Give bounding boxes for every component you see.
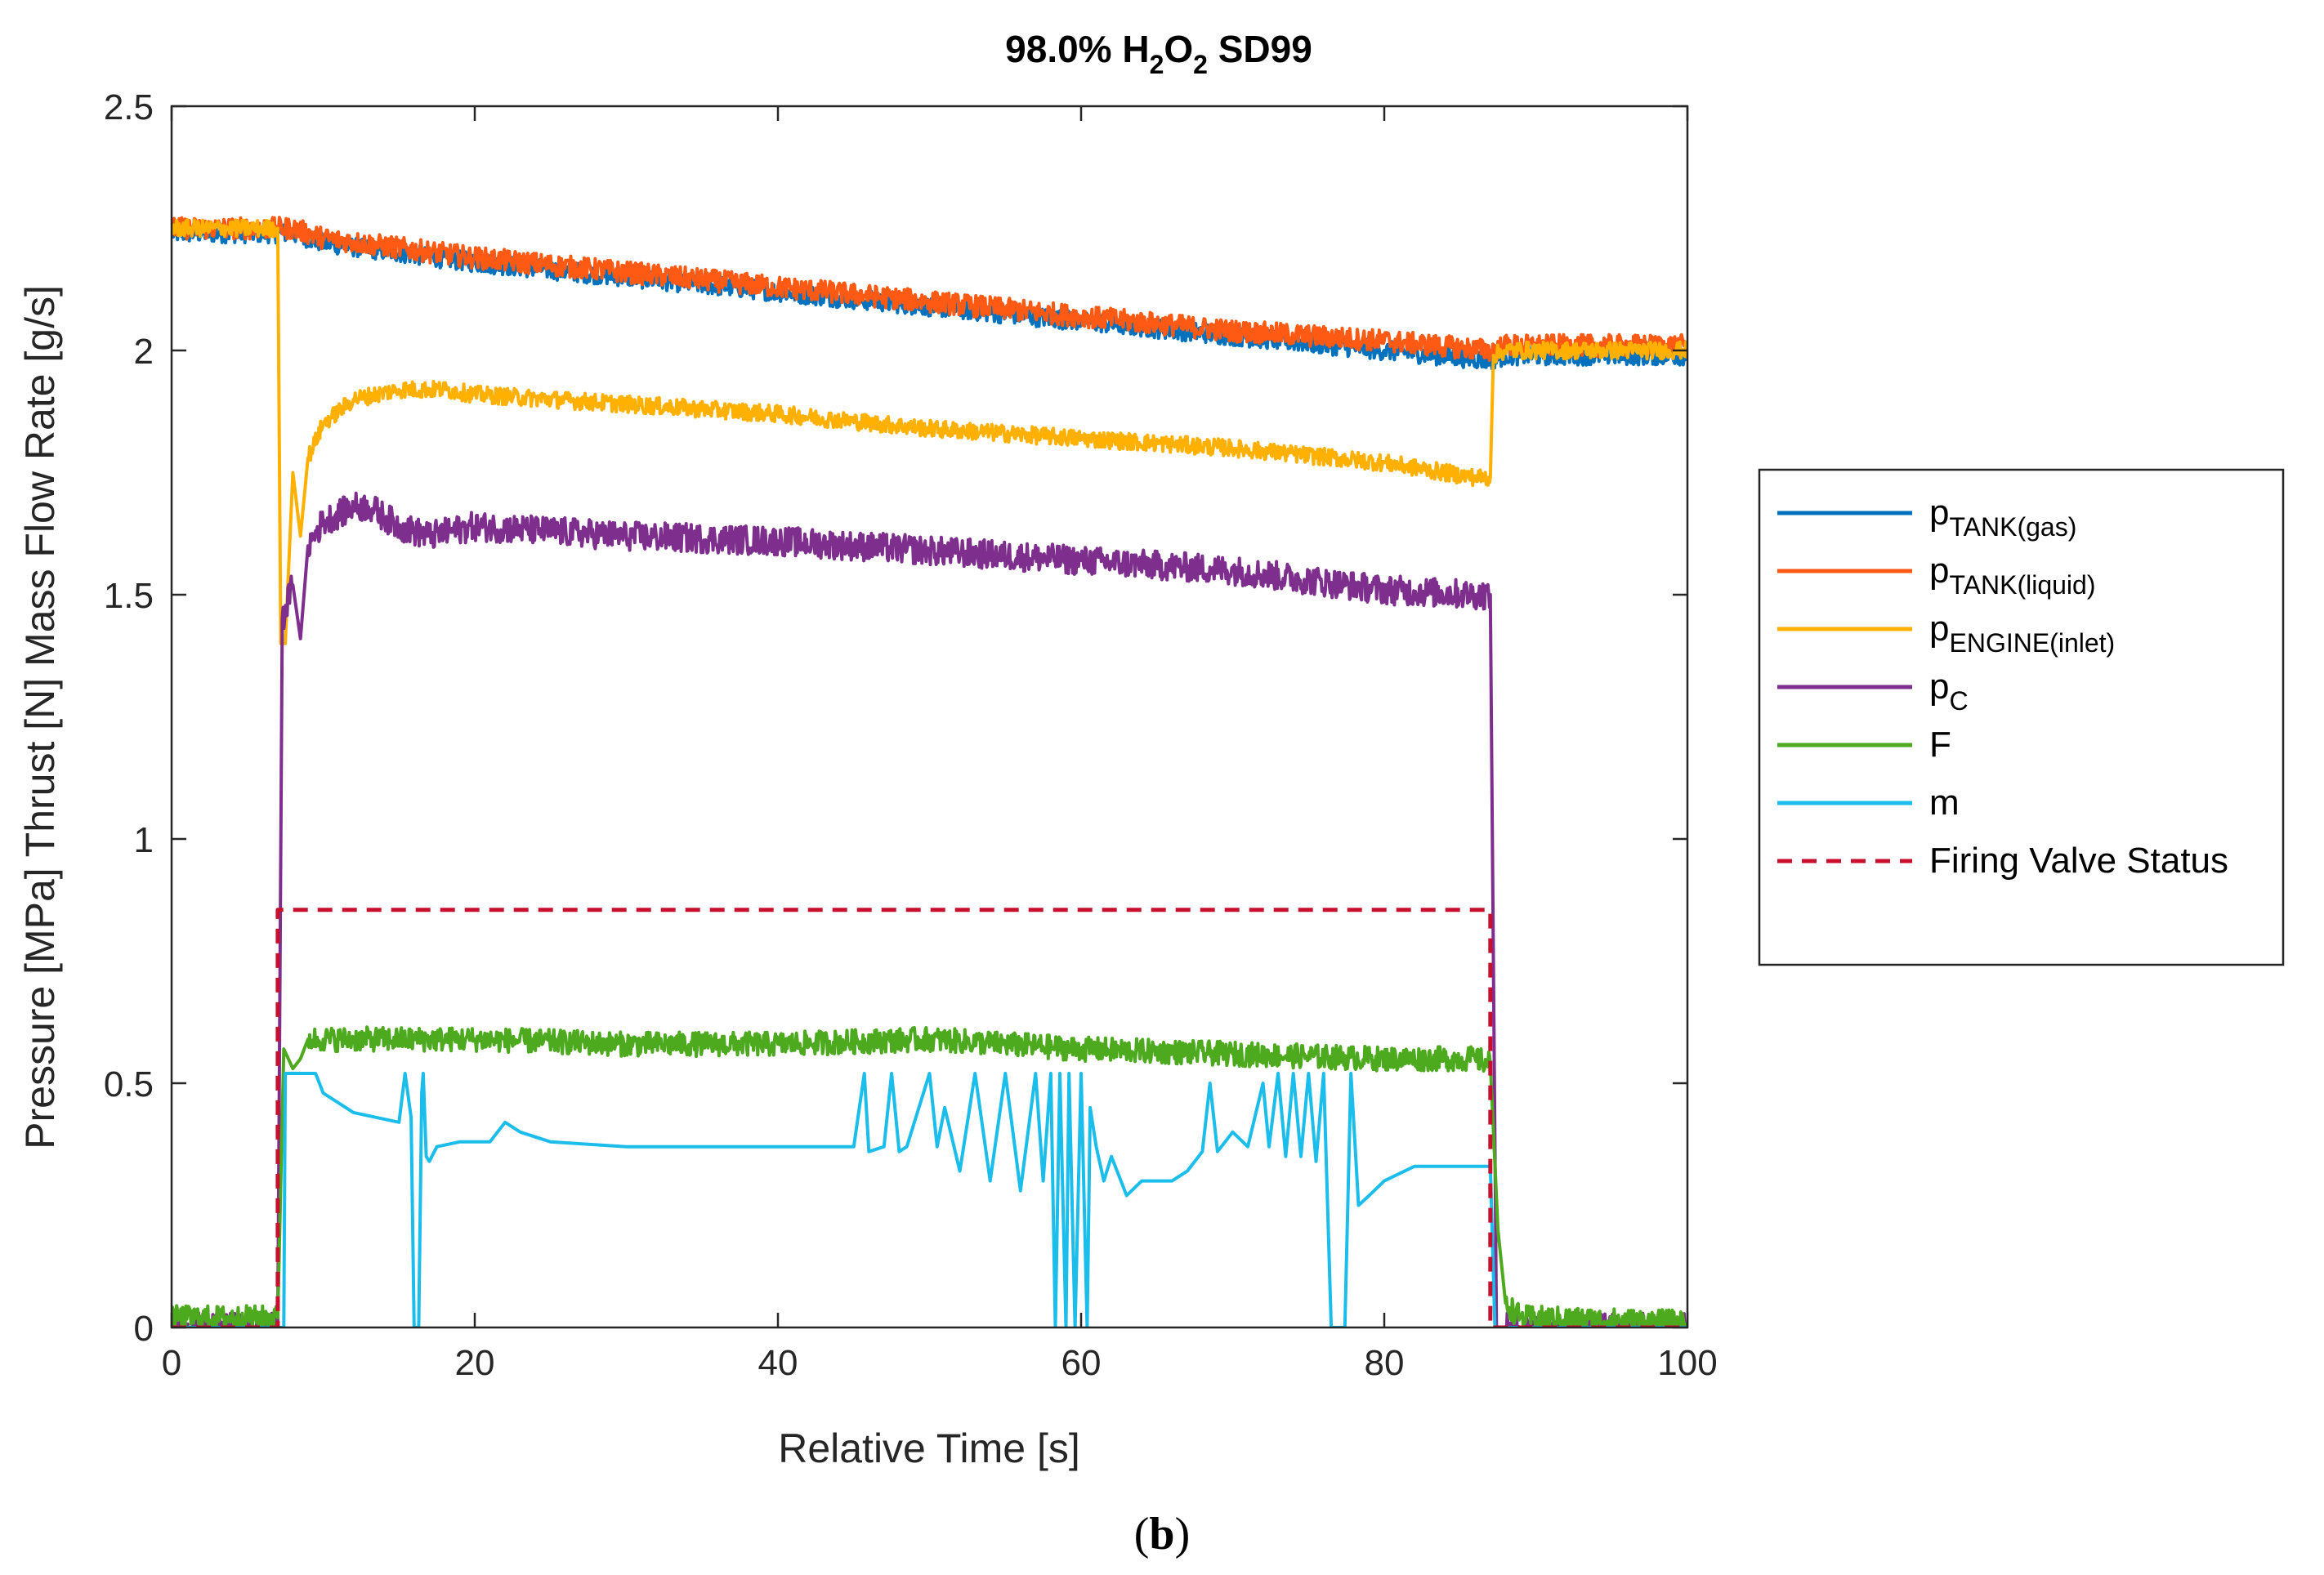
legend-items: pTANK(gas) pTANK(liquid) pENGINE(inlet) pC F… — [1777, 493, 2228, 881]
x-tick-label: 20 — [455, 1343, 495, 1383]
legend-label-p_c: pC — [1929, 667, 1969, 716]
axes-box — [170, 105, 1689, 1329]
plot-area — [172, 106, 1687, 1327]
title-prefix: 98.0% H — [1005, 28, 1149, 70]
title-mid: O — [1164, 28, 1193, 70]
x-tick-label: 40 — [758, 1343, 798, 1383]
legend-label-m: m — [1929, 783, 1960, 823]
series-layer — [172, 216, 1687, 1327]
series-line-p_engine_inlet — [172, 218, 1687, 645]
title-sub2: 2 — [1193, 50, 1208, 79]
y-tick-label: 0 — [134, 1309, 154, 1349]
title-suffix: SD99 — [1208, 28, 1312, 70]
chart-title: 98.0% H2O2 SD99 — [1005, 28, 1312, 79]
x-tick-label: 80 — [1365, 1343, 1405, 1383]
y-axis-label: Pressure [MPa] Thrust [N] Mass Flow Rate… — [17, 285, 63, 1149]
title-sub1: 2 — [1150, 50, 1164, 79]
legend: pTANK(gas) pTANK(liquid) pENGINE(inlet) pC F… — [1758, 468, 2285, 966]
y-tick-label: 0.5 — [104, 1064, 154, 1104]
caption-close: ) — [1174, 1509, 1191, 1559]
x-tick-label: 0 — [162, 1343, 181, 1383]
x-tick-label: 100 — [1657, 1343, 1717, 1383]
series-line-p_tank_liquid — [172, 216, 1687, 363]
x-axis-label: Relative Time [s] — [778, 1426, 1080, 1471]
x-tick-label: 60 — [1061, 1343, 1102, 1383]
series-line-m — [172, 1072, 1687, 1327]
y-tick-label: 1.5 — [104, 576, 154, 616]
y-tick-label: 2 — [134, 332, 154, 372]
caption-letter: b — [1149, 1509, 1175, 1559]
legend-box — [1758, 468, 2285, 966]
y-tick-label: 2.5 — [104, 87, 154, 127]
legend-label-p_tank_liquid: pTANK(liquid) — [1929, 551, 2095, 600]
y-tick-label: 1 — [134, 820, 154, 860]
caption-open: ( — [1133, 1509, 1150, 1559]
legend-label-firing_valve_status: Firing Valve Status — [1929, 841, 2228, 881]
legend-label-p_tank_gas: pTANK(gas) — [1929, 493, 2076, 542]
legend-label-f: F — [1929, 725, 1951, 765]
series-line-f — [172, 1025, 1687, 1327]
series-line-p_c — [172, 491, 1687, 1327]
figure-caption: (b) — [0, 1508, 2324, 1560]
tick-layer: 0 20 40 60 80 100 0 0.5 1 1.5 2 2.5 — [104, 87, 1718, 1383]
legend-label-p_engine_inlet: pENGINE(inlet) — [1929, 609, 2115, 658]
series-line-firing_valve_status — [172, 908, 1687, 1327]
